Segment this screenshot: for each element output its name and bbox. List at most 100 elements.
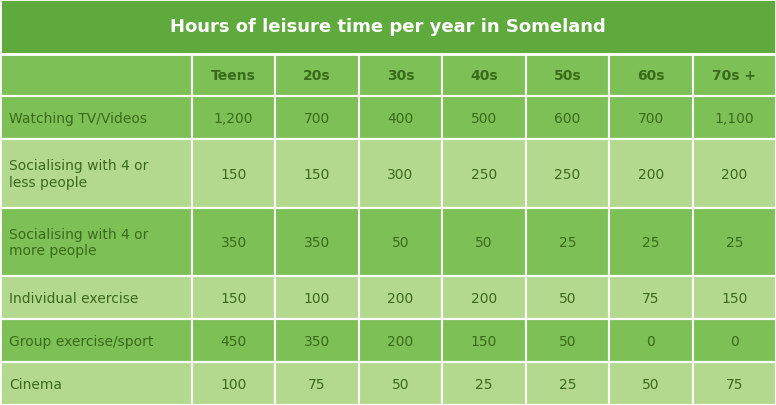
Text: 150: 150 <box>471 334 497 348</box>
Text: 700: 700 <box>638 112 664 126</box>
Text: 60s: 60s <box>637 69 664 83</box>
Text: 50: 50 <box>392 236 409 249</box>
Bar <box>192 277 275 320</box>
Text: 50: 50 <box>475 236 493 249</box>
Bar <box>275 320 359 362</box>
Text: Socialising with 4 or
less people: Socialising with 4 or less people <box>9 159 149 189</box>
Bar <box>359 97 442 140</box>
Bar <box>692 362 776 405</box>
Text: 350: 350 <box>304 236 331 249</box>
Bar <box>692 208 776 277</box>
Bar <box>359 140 442 208</box>
Bar <box>442 97 525 140</box>
Bar <box>692 97 776 140</box>
Bar <box>275 140 359 208</box>
Bar <box>609 208 692 277</box>
Text: 450: 450 <box>220 334 247 348</box>
Text: 400: 400 <box>387 112 414 126</box>
Bar <box>0 55 192 97</box>
Text: 75: 75 <box>642 291 660 305</box>
Text: 50: 50 <box>559 334 576 348</box>
Bar <box>442 55 525 97</box>
Bar <box>609 277 692 320</box>
Bar <box>275 362 359 405</box>
Text: 25: 25 <box>559 377 576 390</box>
Text: 50: 50 <box>642 377 660 390</box>
Text: 100: 100 <box>220 377 247 390</box>
Bar <box>692 140 776 208</box>
Text: 700: 700 <box>304 112 331 126</box>
Bar <box>0 208 192 277</box>
Text: Group exercise/sport: Group exercise/sport <box>9 334 154 348</box>
Bar <box>442 277 525 320</box>
Text: 200: 200 <box>471 291 497 305</box>
Bar <box>525 320 609 362</box>
Bar <box>359 55 442 97</box>
Text: 40s: 40s <box>470 69 497 83</box>
Text: 200: 200 <box>387 291 414 305</box>
Text: 75: 75 <box>308 377 326 390</box>
Text: Watching TV/Videos: Watching TV/Videos <box>9 112 147 126</box>
Text: 350: 350 <box>304 334 331 348</box>
Bar <box>275 208 359 277</box>
Bar <box>192 97 275 140</box>
Text: 50: 50 <box>392 377 409 390</box>
Text: 250: 250 <box>554 167 580 181</box>
Text: 150: 150 <box>304 167 331 181</box>
Text: 0: 0 <box>730 334 739 348</box>
Bar <box>609 320 692 362</box>
Bar <box>0 140 192 208</box>
Bar <box>525 208 609 277</box>
Text: Individual exercise: Individual exercise <box>9 291 139 305</box>
Text: 1,100: 1,100 <box>715 112 754 126</box>
Bar <box>359 362 442 405</box>
Bar <box>192 55 275 97</box>
Text: 50s: 50s <box>553 69 581 83</box>
Text: 100: 100 <box>304 291 331 305</box>
Text: 0: 0 <box>646 334 655 348</box>
Text: 150: 150 <box>220 167 247 181</box>
Bar <box>192 320 275 362</box>
Text: 20s: 20s <box>303 69 331 83</box>
Text: 50: 50 <box>559 291 576 305</box>
Text: 200: 200 <box>638 167 664 181</box>
Text: 1,200: 1,200 <box>214 112 254 126</box>
Bar <box>609 140 692 208</box>
Text: 150: 150 <box>721 291 747 305</box>
Bar <box>0 97 192 140</box>
Text: 30s: 30s <box>386 69 414 83</box>
Bar <box>275 97 359 140</box>
Text: Hours of leisure time per year in Someland: Hours of leisure time per year in Somela… <box>170 18 606 36</box>
Bar <box>359 277 442 320</box>
Bar <box>192 140 275 208</box>
Bar <box>442 208 525 277</box>
Bar <box>692 277 776 320</box>
Text: Socialising with 4 or
more people: Socialising with 4 or more people <box>9 228 149 258</box>
Text: 600: 600 <box>554 112 580 126</box>
Text: 25: 25 <box>475 377 493 390</box>
Bar <box>442 362 525 405</box>
Bar <box>275 277 359 320</box>
Bar <box>692 320 776 362</box>
Text: Cinema: Cinema <box>9 377 62 390</box>
Bar <box>192 362 275 405</box>
Bar <box>692 55 776 97</box>
Text: 75: 75 <box>726 377 743 390</box>
Bar <box>192 208 275 277</box>
Bar <box>609 55 692 97</box>
Bar <box>442 320 525 362</box>
Bar <box>442 140 525 208</box>
Text: Teens: Teens <box>211 69 256 83</box>
Text: 25: 25 <box>559 236 576 249</box>
Bar <box>525 362 609 405</box>
Text: 25: 25 <box>642 236 660 249</box>
Text: 25: 25 <box>726 236 743 249</box>
Bar <box>359 208 442 277</box>
Bar <box>525 97 609 140</box>
Text: 200: 200 <box>721 167 747 181</box>
Bar <box>0 320 192 362</box>
Text: 350: 350 <box>220 236 247 249</box>
Bar <box>525 140 609 208</box>
Bar <box>525 277 609 320</box>
Text: 500: 500 <box>471 112 497 126</box>
